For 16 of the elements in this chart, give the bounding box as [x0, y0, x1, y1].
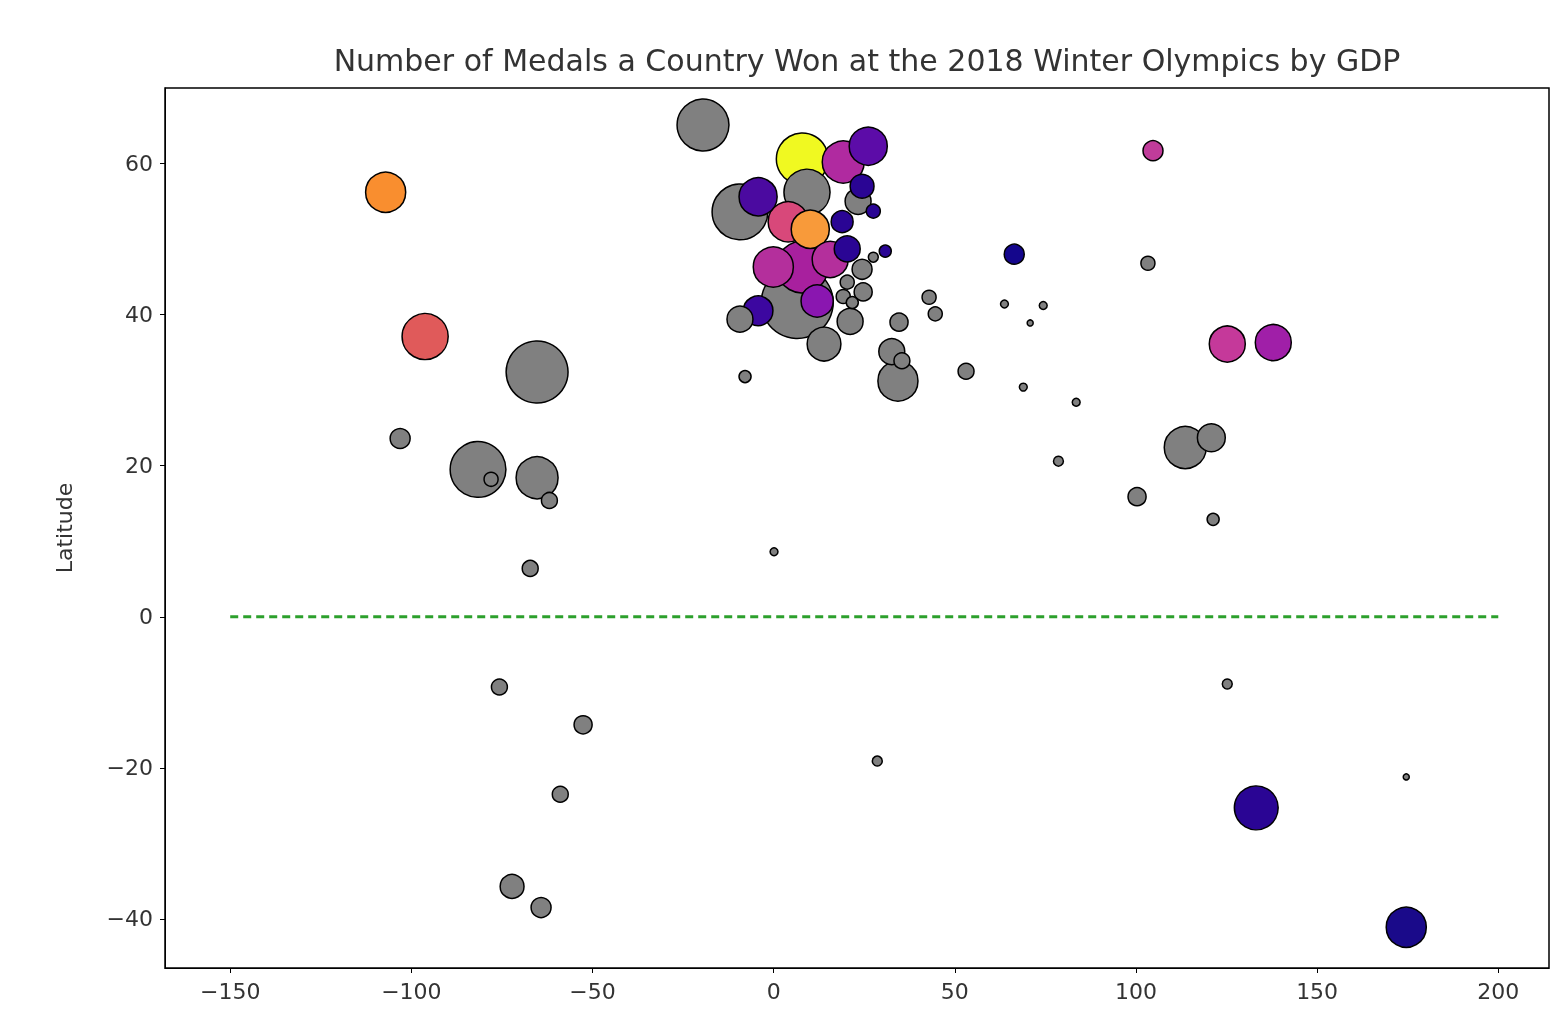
x-tick-label: −150 [200, 978, 261, 1004]
y-axis-title: Latitude [51, 482, 77, 574]
x-tick-label: −100 [381, 978, 442, 1004]
y-tick-label: 60 [125, 151, 153, 177]
chart-title: Number of Medals a Country Won at the 2018 Winter Olympics by GDP [333, 42, 1401, 78]
y-tick-label: 20 [125, 453, 153, 479]
y-tick-label: −20 [106, 755, 153, 781]
x-tick-label: 100 [1114, 978, 1157, 1004]
x-tick-label: 0 [766, 978, 781, 1004]
y-tick-label: 40 [125, 302, 153, 328]
x-tick-label: 150 [1296, 978, 1339, 1004]
x-tick-label: 200 [1477, 978, 1520, 1004]
y-tick-label: 0 [139, 604, 153, 630]
x-tick-label: −50 [569, 978, 616, 1004]
y-tick-label: −40 [106, 906, 153, 932]
x-tick-label: 50 [940, 978, 969, 1004]
